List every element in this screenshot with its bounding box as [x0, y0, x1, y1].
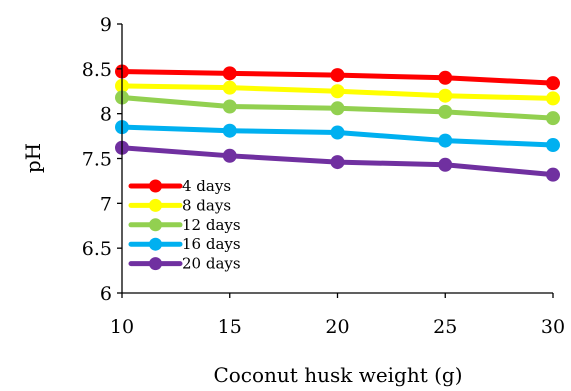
series-layer [115, 64, 560, 182]
legend-swatch-marker [149, 218, 162, 232]
legend-item: 12 days [128, 216, 241, 234]
legend-item: 4 days [128, 177, 231, 195]
y-tick-label: 7 [100, 193, 112, 215]
legend-label: 4 days [182, 177, 231, 195]
data-point [438, 88, 453, 103]
data-point [546, 111, 560, 126]
legend-item: 20 days [128, 255, 241, 273]
data-point [222, 123, 237, 138]
legend-label: 20 days [182, 255, 241, 273]
legend-swatch-marker [149, 179, 162, 193]
y-tick-label: 7.5 [82, 149, 112, 171]
data-point [222, 148, 237, 163]
x-axis-title: Coconut husk weight (g) [213, 363, 462, 387]
legend-item: 8 days [128, 196, 231, 214]
data-point [222, 99, 237, 114]
data-point [330, 101, 345, 116]
axis-layer: 6 6.5 7 7.5 8 8.5 9 10 15 20 25 30 [82, 14, 565, 338]
x-tick-label: 20 [325, 316, 349, 338]
series-16-days [115, 120, 560, 153]
data-point [222, 80, 237, 95]
y-tick-label: 6.5 [82, 238, 112, 260]
legend-swatch-marker [149, 257, 162, 271]
legend-label: 16 days [182, 235, 241, 253]
x-tick-label: 10 [110, 316, 134, 338]
data-point [546, 138, 560, 153]
series-8-days [115, 78, 560, 106]
legend-label: 8 days [182, 196, 231, 214]
y-tick-label: 9 [100, 14, 112, 36]
data-point [438, 133, 453, 148]
data-point [330, 155, 345, 170]
y-tick-label: 8 [100, 104, 112, 126]
legend-swatch-marker [149, 198, 162, 212]
y-axis-title: pH [21, 143, 45, 173]
x-tick-label: 15 [218, 316, 242, 338]
legend-swatch-marker [149, 237, 162, 251]
series-12-days [115, 90, 560, 126]
data-point [546, 167, 560, 182]
y-tick-label: 8.5 [82, 59, 112, 81]
series-20-days [115, 140, 560, 182]
x-tick-label: 30 [541, 316, 565, 338]
data-point [330, 68, 345, 83]
x-tick-label: 25 [433, 316, 457, 338]
data-point [330, 125, 345, 140]
data-point [546, 76, 560, 91]
legend-label: 12 days [182, 216, 241, 234]
data-point [438, 157, 453, 172]
data-point [330, 84, 345, 99]
data-point [438, 70, 453, 85]
legend-item: 16 days [128, 235, 241, 253]
y-tick-label: 6 [100, 283, 112, 305]
data-point [546, 91, 560, 106]
data-point [438, 104, 453, 119]
data-point [222, 66, 237, 81]
